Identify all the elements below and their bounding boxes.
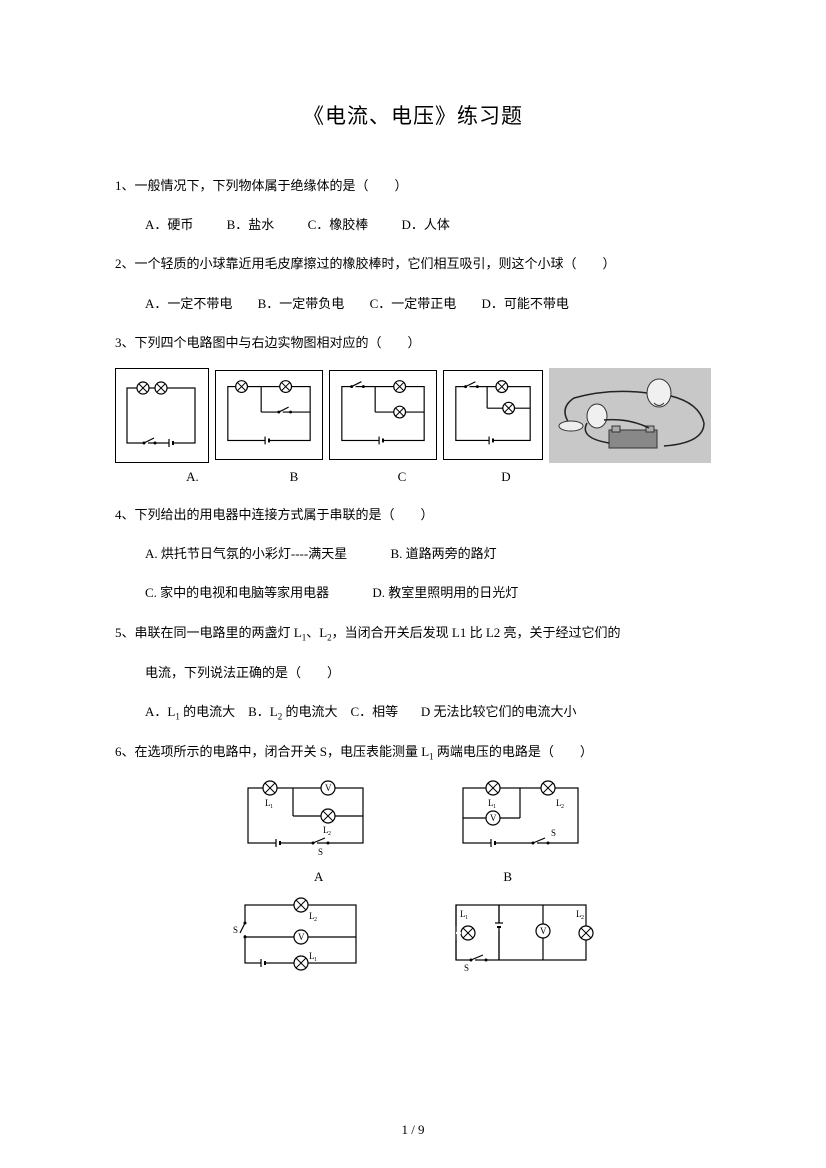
q4-opt-b: B. 道路两旁的路灯	[390, 546, 496, 561]
q6-circuits-row1: L1 V L2 S L1 L	[115, 776, 711, 861]
svg-text:V: V	[540, 926, 547, 936]
q5-t2: 、L	[306, 625, 327, 640]
svg-text:S: S	[551, 828, 556, 838]
svg-text:1: 1	[270, 804, 273, 810]
q4-text: 4、下列给出的用电器中连接方式属于串联的是（ ）	[115, 499, 711, 530]
circuit-q6-c: L2 S V L1	[231, 893, 366, 978]
q5-text2: 电流，下列说法正确的是（ ）	[115, 657, 711, 688]
svg-text:V: V	[490, 813, 497, 823]
q3-label-a: A.	[145, 469, 240, 485]
svg-text:1: 1	[314, 957, 317, 963]
q1-opt-b: B．盐水	[227, 209, 275, 240]
circuit-c	[329, 370, 437, 460]
q5-t3: ，当闭合开关后发现 L1 比 L2 亮，关于经过它们的	[332, 625, 621, 640]
q5-options: A．L1 的电流大 B．L2 的电流大 C．相等 D 无法比较它们的电流大小	[115, 696, 711, 728]
q6-t1: 6、在选项所示的电路中，闭合开关 S，电压表能测量 L	[115, 744, 429, 759]
q5-opt-b: B．L2 的电流大	[248, 704, 337, 719]
q1-opt-a: A．硬币	[145, 209, 193, 240]
q1-options: A．硬币 B．盐水 C．橡胶棒 D．人体	[115, 209, 711, 240]
svg-text:2: 2	[328, 831, 331, 837]
q6-label-a: A	[314, 869, 323, 885]
q4-opt-c: C. 家中的电视和电脑等家用电器	[145, 577, 329, 608]
q3-text: 3、下列四个电路图中与右边实物图相对应的（ ）	[115, 327, 711, 358]
q2-options: A．一定不带电 B．一定带负电 C．一定带正电 D．可能不带电	[115, 288, 711, 319]
q5-opt-a: A．L1 的电流大	[145, 704, 235, 719]
q2-opt-b: B．一定带负电	[258, 288, 345, 319]
q4-options-1: A. 烘托节日气氛的小彩灯----满天星 B. 道路两旁的路灯	[115, 538, 711, 569]
q3-label-b: B	[240, 469, 348, 485]
circuit-b	[215, 370, 323, 460]
svg-text:2: 2	[314, 917, 317, 923]
q4-options-2: C. 家中的电视和电脑等家用电器 D. 教室里照明用的日光灯	[115, 577, 711, 608]
svg-text:S: S	[318, 847, 323, 856]
page-title: 《电流、电压》练习题	[115, 100, 711, 130]
q3-labels: A. B C D	[115, 469, 711, 485]
q5-opt-d: D 无法比较它们的电流大小	[421, 704, 577, 719]
circuit-d	[443, 370, 543, 460]
q4-opt-d: D. 教室里照明用的日光灯	[372, 585, 518, 600]
svg-text:2: 2	[581, 915, 584, 921]
q2-opt-d: D．可能不带电	[481, 288, 568, 319]
q5-text: 5、串联在同一电路里的两盏灯 L1、L2，当闭合开关后发现 L1 比 L2 亮，…	[115, 617, 711, 649]
q2-opt-a: A．一定不带电	[145, 288, 232, 319]
circuit-a	[115, 368, 209, 463]
q5-t1: 5、串联在同一电路里的两盏灯 L	[115, 625, 302, 640]
physical-circuit-image	[549, 368, 711, 463]
circuit-q6-d: L1 V L2 S	[446, 893, 596, 978]
svg-text:S: S	[464, 963, 469, 973]
q1-text: 1、一般情况下，下列物体属于绝缘体的是（ ）	[115, 170, 711, 201]
q3-label-d: D	[456, 469, 556, 485]
q6-labels-1: A B	[115, 869, 711, 885]
svg-text:S: S	[233, 925, 238, 935]
q6-label-b: B	[503, 869, 512, 885]
page-number: 1 / 9	[0, 1122, 826, 1138]
svg-text:2: 2	[561, 804, 564, 810]
svg-text:1: 1	[493, 804, 496, 810]
q1-opt-d: D．人体	[401, 209, 449, 240]
circuit-q6-b: L1 L2 V S	[453, 776, 588, 861]
q5-opt-c: C．相等	[351, 704, 399, 719]
q3-circuits	[115, 368, 711, 463]
svg-text:1: 1	[465, 915, 468, 921]
q6-t2: 两端电压的电路是（ ）	[434, 744, 593, 759]
svg-text:V: V	[298, 932, 305, 942]
q3-label-c: C	[348, 469, 456, 485]
q6-circuits-row2: L2 S V L1 L1	[115, 893, 711, 978]
q2-text: 2、一个轻质的小球靠近用毛皮摩擦过的橡胶棒时，它们相互吸引，则这个小球（ ）	[115, 248, 711, 279]
q6-text: 6、在选项所示的电路中，闭合开关 S，电压表能测量 L1 两端电压的电路是（ ）	[115, 736, 711, 768]
svg-text:V: V	[325, 783, 332, 793]
q1-opt-c: C．橡胶棒	[308, 209, 369, 240]
q4-opt-a: A. 烘托节日气氛的小彩灯----满天星	[145, 538, 347, 569]
q2-opt-c: C．一定带正电	[370, 288, 457, 319]
circuit-q6-a: L1 V L2 S	[238, 776, 373, 861]
